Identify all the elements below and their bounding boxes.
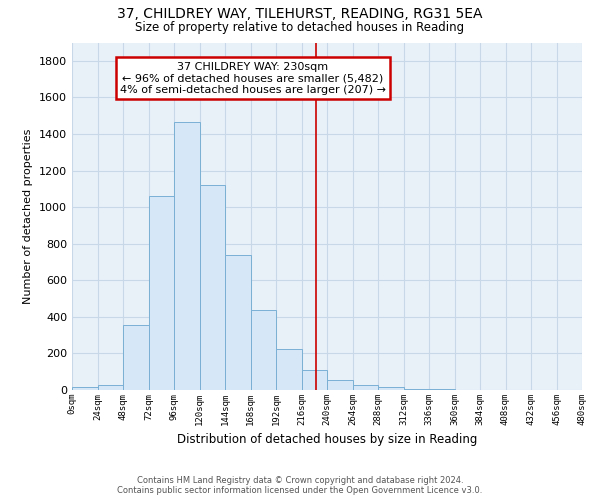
- Text: Contains HM Land Registry data © Crown copyright and database right 2024.
Contai: Contains HM Land Registry data © Crown c…: [118, 476, 482, 495]
- Bar: [404, 388, 429, 390]
- Text: 37 CHILDREY WAY: 230sqm
← 96% of detached houses are smaller (5,482)
4% of semi-: 37 CHILDREY WAY: 230sqm ← 96% of detache…: [120, 62, 386, 95]
- Bar: [123, 325, 149, 390]
- Bar: [302, 370, 327, 390]
- Text: 37, CHILDREY WAY, TILEHURST, READING, RG31 5EA: 37, CHILDREY WAY, TILEHURST, READING, RG…: [117, 8, 483, 22]
- Bar: [225, 254, 251, 390]
- Y-axis label: Number of detached properties: Number of detached properties: [23, 128, 34, 304]
- Bar: [378, 388, 404, 390]
- Bar: [199, 185, 225, 390]
- Bar: [353, 384, 378, 390]
- Bar: [149, 196, 174, 390]
- Bar: [72, 388, 97, 390]
- Bar: [97, 384, 123, 390]
- Text: Size of property relative to detached houses in Reading: Size of property relative to detached ho…: [136, 22, 464, 35]
- Bar: [174, 122, 199, 390]
- Bar: [327, 380, 353, 390]
- X-axis label: Distribution of detached houses by size in Reading: Distribution of detached houses by size …: [177, 434, 477, 446]
- Bar: [276, 349, 302, 390]
- Bar: [251, 310, 276, 390]
